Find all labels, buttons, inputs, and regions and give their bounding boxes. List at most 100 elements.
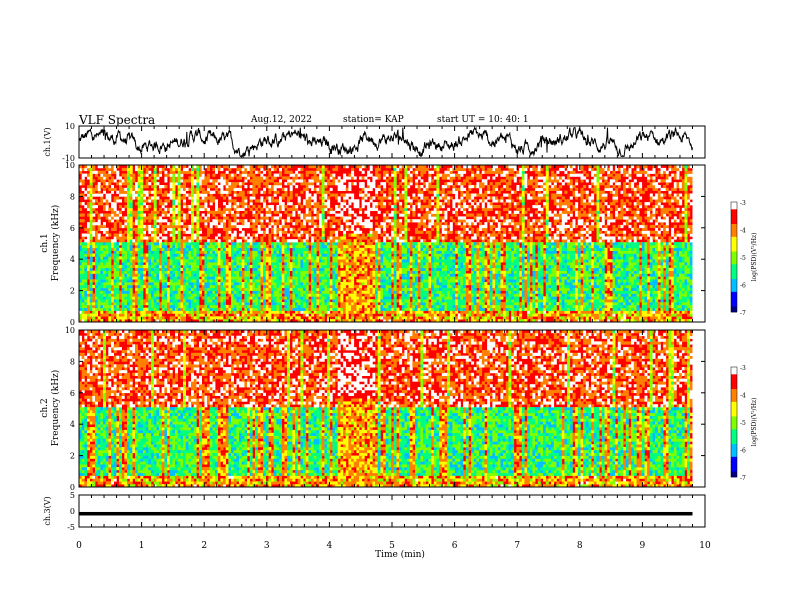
spectrogram-cell <box>311 236 315 240</box>
spectrogram-cell <box>212 173 216 177</box>
spectrogram-cell <box>340 287 344 291</box>
spectrogram-cell <box>169 304 173 309</box>
spectrogram-cell <box>185 293 189 297</box>
spectrogram-cell <box>249 224 253 229</box>
spectrogram-cell <box>375 205 379 209</box>
spectrogram-cell <box>183 239 186 243</box>
spectrogram-cell <box>273 227 277 231</box>
spectrogram-cell <box>103 273 106 277</box>
spectrogram-cell <box>377 293 381 297</box>
spectrogram-cell <box>343 284 347 289</box>
spectrogram-cell <box>177 276 181 280</box>
spectrogram-cell <box>404 287 408 291</box>
spectrogram-cell <box>116 244 120 249</box>
spectrogram-cell <box>359 284 363 289</box>
spectrogram-cell <box>113 167 117 172</box>
spectrogram-cell <box>284 270 288 274</box>
spectrogram-cell <box>199 282 202 286</box>
spectrogram-cell <box>385 247 389 251</box>
spectrogram-cell <box>161 242 165 246</box>
spectrogram-cell <box>247 253 250 257</box>
spectrogram-cell <box>268 222 272 226</box>
spectrogram-cell <box>100 199 104 203</box>
spectrogram-cell <box>391 236 395 240</box>
spectrogram-cell <box>329 187 333 191</box>
spectrogram-cell <box>284 247 288 251</box>
spectrogram-cell <box>372 176 376 180</box>
spectrogram-cell <box>100 170 104 174</box>
spectrogram-cell <box>236 256 240 260</box>
spectrogram-cell <box>372 233 376 237</box>
spectrogram-cell <box>111 273 114 277</box>
spectrogram-cell <box>284 296 288 300</box>
spectrogram-cell <box>164 239 168 243</box>
spectrogram-cell <box>199 273 202 277</box>
spectrogram-cell <box>241 299 245 303</box>
spectrogram-cell <box>119 222 122 226</box>
spectrogram-cell <box>239 190 242 194</box>
spectrogram-cell <box>353 222 357 226</box>
spectrogram-cell <box>140 219 144 223</box>
spectrogram-cell <box>404 316 408 320</box>
spectrogram-cell <box>233 207 237 211</box>
spectrogram-cell <box>391 304 395 309</box>
spectrogram-cell <box>393 179 397 183</box>
spectrogram-cell <box>399 302 403 306</box>
spectrogram-cell <box>87 193 90 197</box>
spectrogram-cell <box>175 173 178 177</box>
spectrogram-cell <box>396 196 400 200</box>
spectrogram-cell <box>124 173 128 177</box>
spectrogram-cell <box>127 210 130 214</box>
spectrogram-cell <box>172 276 176 280</box>
spectrogram-cell <box>348 276 352 280</box>
spectrogram-cell <box>297 264 301 269</box>
spectrogram-cell <box>161 296 165 300</box>
spectrogram-cell <box>92 313 96 317</box>
spectrogram-cell <box>188 179 192 183</box>
spectrogram-cell <box>169 170 173 174</box>
spectrogram-cell <box>103 176 106 180</box>
spectrogram-cell <box>111 202 114 206</box>
spectrogram-cell <box>105 199 109 203</box>
spectrogram-cell <box>100 242 104 246</box>
spectrogram-cell <box>137 267 141 271</box>
spectrogram-cell <box>84 250 88 254</box>
spectrogram-cell <box>380 293 384 297</box>
spectrogram-cell <box>281 202 285 206</box>
spectrogram-cell <box>279 293 282 297</box>
spectrogram-cell <box>89 170 93 174</box>
spectrogram-cell <box>119 296 122 300</box>
spectrogram-cell <box>383 264 387 269</box>
spectrogram-cell <box>321 205 325 209</box>
spectrogram-cell <box>393 222 397 226</box>
spectrogram-cell <box>249 236 253 240</box>
spectrogram-cell <box>79 307 82 311</box>
spectrogram-cell <box>129 310 133 314</box>
spectrogram-cell <box>287 213 290 217</box>
spectrogram-cell <box>223 224 226 229</box>
spectrogram-cell <box>308 182 312 186</box>
spectrogram-cell <box>148 293 152 297</box>
spectrogram-cell <box>225 290 229 294</box>
spectrogram-cell <box>324 182 328 186</box>
spectrogram-cell <box>372 253 376 257</box>
spectrogram-cell <box>151 224 154 229</box>
spectrogram-cell <box>321 170 325 174</box>
spectrogram-cell <box>175 247 178 251</box>
spectrogram-cell <box>383 182 387 186</box>
spectrogram-cell <box>353 219 357 223</box>
spectrogram-cell <box>135 284 138 289</box>
spectrogram-cell <box>129 222 133 226</box>
spectrogram-cell <box>284 167 288 172</box>
spectrogram-cell <box>361 259 365 263</box>
spectrogram-cell <box>284 210 288 214</box>
spectrogram-cell <box>228 182 232 186</box>
spectrogram-cell <box>193 253 197 257</box>
spectrogram-cell <box>223 284 226 289</box>
spectrogram-cell <box>393 230 397 234</box>
spectrogram-cell <box>137 264 141 269</box>
spectrogram-cell <box>156 276 160 280</box>
spectrogram-cell <box>319 173 323 177</box>
spectrogram-cell <box>236 276 240 280</box>
spectrogram-cell <box>255 293 258 297</box>
